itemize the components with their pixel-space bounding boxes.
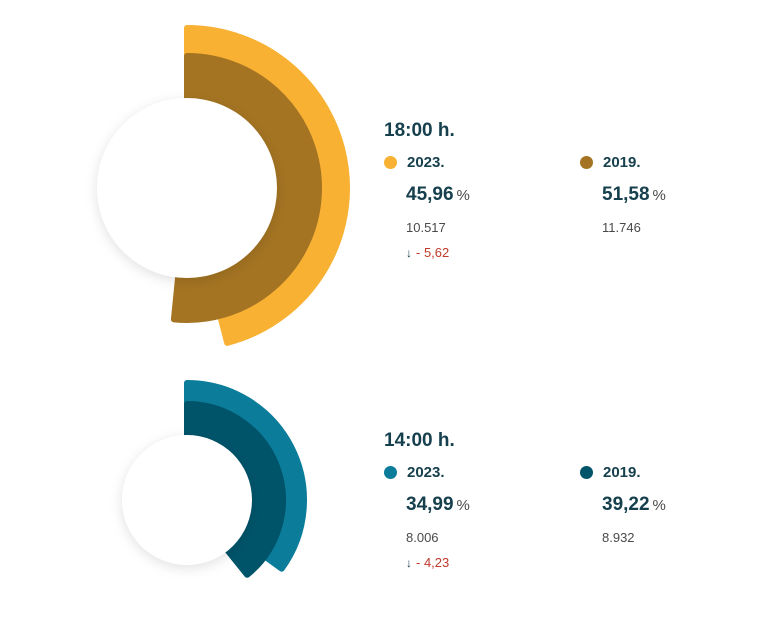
arrow-down-icon: ↓	[406, 246, 412, 260]
chart-block-14: 14:00 h. 2023. 34,99% 8.006 ↓ - 4,23 2019…	[0, 360, 768, 610]
time-title: 14:00 h.	[384, 430, 455, 451]
difference: ↓ - 5,62	[406, 245, 564, 260]
year-label: 2023.	[407, 463, 445, 481]
percent-value: 45,96	[406, 184, 454, 205]
percent-unit: %	[652, 497, 666, 514]
count-value: 8.006	[406, 530, 439, 545]
year-label: 2019.	[603, 153, 641, 171]
chart-block-18: 18:00 h. 2023. 45,96% 10.517 ↓ - 5,62 201…	[97, 25, 760, 346]
count-value: 8.932	[602, 530, 635, 545]
radial-chart-14	[122, 380, 307, 578]
difference-value: - 5,62	[416, 245, 450, 260]
difference-value: - 4,23	[416, 555, 450, 570]
year-label: 2023.	[407, 153, 445, 171]
percent-unit: %	[652, 187, 666, 204]
percent-value: 39,22	[602, 494, 650, 515]
legend-dot-2019	[580, 155, 593, 169]
radial-chart-18	[97, 25, 350, 346]
series-2019: 2019. 51,58% 11.746	[580, 152, 760, 235]
percent-value: 51,58	[602, 184, 650, 205]
arrow-down-icon: ↓	[406, 556, 412, 570]
legend-dot-2019	[580, 465, 593, 479]
legend-dot-2023	[384, 155, 397, 169]
series-2023: 2023. 34,99% 8.006 ↓ - 4,23	[384, 462, 564, 570]
legend-dot-2023	[384, 465, 397, 479]
percent-unit: %	[456, 497, 470, 514]
difference: ↓ - 4,23	[406, 555, 564, 570]
percent-value: 34,99	[406, 494, 454, 515]
series-2023: 2023. 45,96% 10.517 ↓ - 5,62	[384, 152, 564, 260]
time-title: 18:00 h.	[384, 120, 455, 141]
count-value: 11.746	[602, 220, 641, 235]
donut-center	[97, 98, 277, 278]
donut-center	[122, 435, 252, 565]
count-value: 10.517	[406, 220, 446, 235]
percent-unit: %	[456, 187, 470, 204]
series-2019: 2019. 39,22% 8.932	[580, 462, 760, 545]
year-label: 2019.	[603, 463, 641, 481]
